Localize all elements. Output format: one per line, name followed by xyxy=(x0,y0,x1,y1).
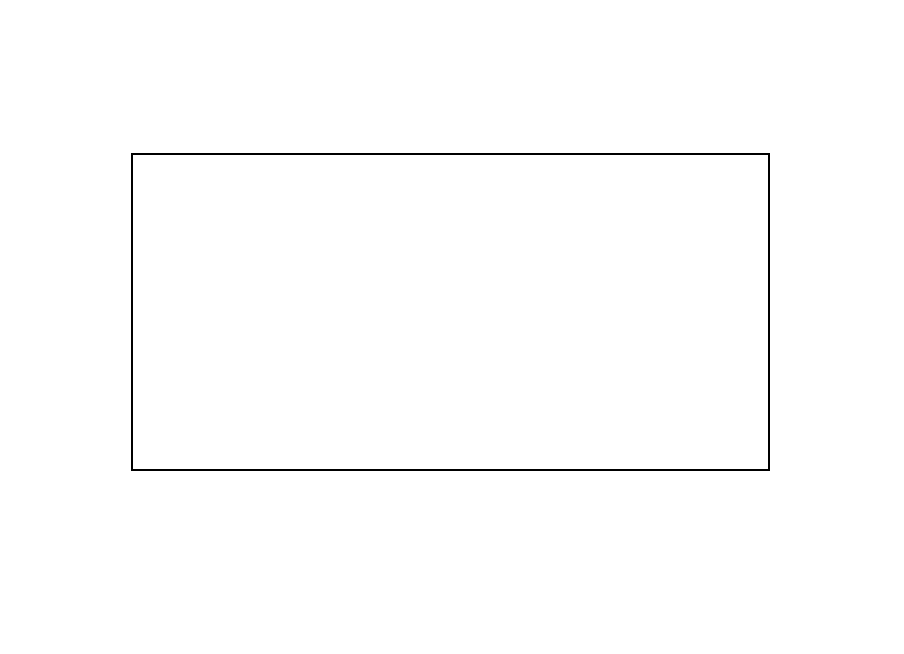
plot-frame xyxy=(131,153,770,471)
contour-field-canvas xyxy=(133,155,433,305)
